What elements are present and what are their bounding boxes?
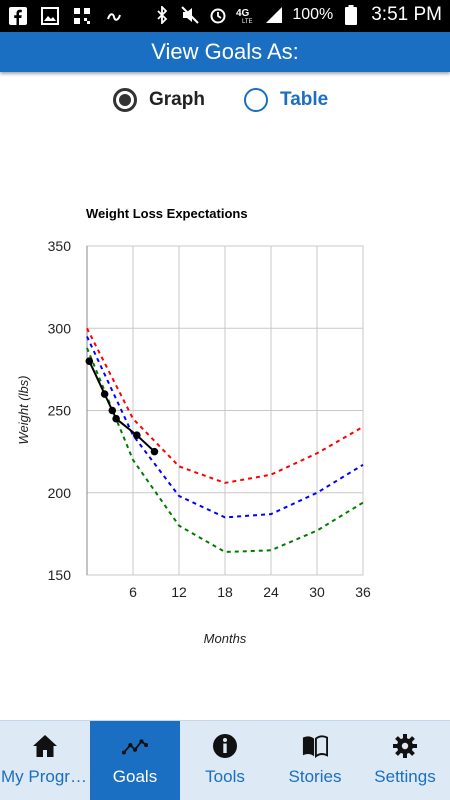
app-icon <box>104 6 124 26</box>
graph-radio-label: Graph <box>149 89 205 110</box>
facebook-icon <box>8 6 28 26</box>
x-tick-label: 30 <box>309 584 325 600</box>
x-tick-label: 36 <box>355 584 371 600</box>
series-line-2 <box>86 347 364 554</box>
x-tick-label: 6 <box>129 584 137 600</box>
notification-icons <box>8 6 124 26</box>
chart-grid <box>86 245 364 576</box>
info-icon <box>212 733 238 759</box>
y-tick-label: 350 <box>48 238 72 254</box>
nav-label-my-progress: My Progress <box>1 767 89 786</box>
nav-label-settings: Settings <box>374 767 436 786</box>
y-tick-label: 250 <box>48 403 72 419</box>
view-toggle: Graph Table <box>0 84 450 124</box>
qr-icon <box>72 6 92 26</box>
data-point <box>112 414 120 423</box>
nav-label-stories: Stories <box>288 767 342 786</box>
series-line-0 <box>86 327 364 484</box>
battery-percent: 100% <box>292 6 334 23</box>
series-line-1 <box>86 336 364 519</box>
trend-line-icon <box>122 733 148 759</box>
data-point <box>108 406 117 415</box>
bluetooth-icon <box>152 5 172 25</box>
series-line-3 <box>88 360 156 453</box>
graph-radio-option[interactable]: Graph <box>113 88 205 112</box>
nav-label-goals: Goals <box>112 767 158 786</box>
data-point <box>133 431 141 439</box>
nav-stories[interactable]: Stories <box>270 721 360 800</box>
gear-icon <box>392 733 418 759</box>
data-point <box>150 447 159 456</box>
system-icons: 4G LTE 100% 3:51 PM <box>152 4 442 26</box>
y-axis-label: Weight (lbs) <box>16 375 31 444</box>
lte-icon: 4G LTE <box>236 5 256 25</box>
y-tick-label: 300 <box>48 320 72 336</box>
chart-series <box>85 327 364 554</box>
table-radio-button[interactable] <box>244 88 268 112</box>
y-tick-label: 200 <box>48 485 72 501</box>
radio-selected-dot <box>119 94 131 106</box>
book-icon <box>302 733 328 759</box>
status-bar: 4G LTE 100% 3:51 PM <box>0 0 450 32</box>
chart-title: Weight Loss Expectations <box>86 206 248 221</box>
gallery-icon <box>40 6 60 26</box>
table-radio-label: Table <box>280 89 329 110</box>
data-point <box>85 357 94 365</box>
nav-settings[interactable]: Settings <box>360 721 450 800</box>
x-axis-label: Months <box>204 631 247 646</box>
data-point <box>100 390 109 398</box>
nav-label-tools: Tools <box>205 767 245 786</box>
nav-tools[interactable]: Tools <box>180 721 270 800</box>
nav-goals[interactable]: Goals <box>90 721 180 800</box>
svg-text:4G: 4G <box>236 8 250 19</box>
bottom-navigation: My Progress Goals Tools Stories <box>0 720 450 800</box>
alarm-icon <box>208 5 228 25</box>
clock: 3:51 PM <box>371 4 442 25</box>
battery-icon <box>341 5 361 25</box>
table-radio-option[interactable]: Table <box>244 88 328 112</box>
x-tick-label: 12 <box>171 584 187 600</box>
header-bar: View Goals As: <box>0 32 450 72</box>
x-tick-label: 24 <box>263 584 279 600</box>
mute-icon <box>180 5 200 25</box>
page-title: View Goals As: <box>151 39 299 64</box>
x-tick-label: 18 <box>217 584 233 600</box>
nav-my-progress[interactable]: My Progress <box>0 721 90 800</box>
chart-svg: Weight Loss Expectations 150 200 250 300 350… <box>16 206 371 646</box>
chart-ticks: 150 200 250 300 350 6 12 18 24 30 36 <box>48 238 371 600</box>
weight-loss-chart: Weight Loss Expectations 150 200 250 300 350… <box>0 200 450 660</box>
home-icon <box>32 733 58 759</box>
y-tick-label: 150 <box>48 567 72 583</box>
graph-radio-button[interactable] <box>113 88 137 112</box>
svg-text:LTE: LTE <box>242 19 253 24</box>
signal-icon <box>264 5 284 25</box>
